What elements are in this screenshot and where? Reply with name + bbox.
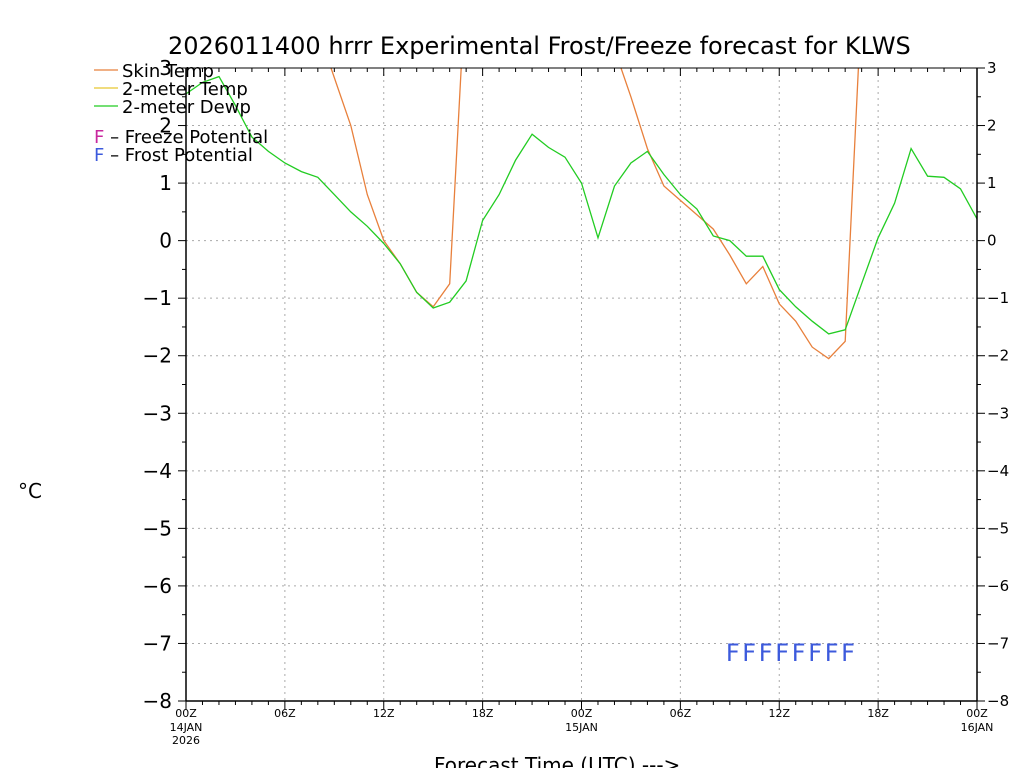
- grid: [186, 68, 977, 701]
- x-tick-label: 00Z: [571, 707, 593, 720]
- potential-marker: F: [94, 145, 104, 166]
- frost-potential-mark: F: [775, 639, 789, 667]
- y-tick-label-left: −3: [143, 401, 172, 425]
- x-tick-label: 00Z: [175, 707, 197, 720]
- axes: −8 −8 −7 −7 −6 −6 −5 −5 −4 −4 −3 −3 −2 −2 −1 −1 0 0 1 1 2 2 3 3…: [143, 56, 1010, 747]
- series-layer: [186, 68, 977, 360]
- y-tick-label-left: −2: [143, 344, 172, 368]
- x-tick-label: 12Z: [768, 707, 790, 720]
- y-tick-label-left: 1: [159, 171, 172, 195]
- frost-potential-mark: F: [808, 639, 822, 667]
- y-tick-label-left: −8: [143, 689, 172, 713]
- y-tick-label-right: −8: [987, 692, 1009, 710]
- frost-potential-mark: F: [726, 639, 740, 667]
- frost-potential-mark: F: [841, 639, 855, 667]
- y-tick-label-right: −6: [987, 577, 1009, 595]
- x-tick-sublabel: 16JAN: [961, 721, 994, 734]
- x-tick-sublabel: 14JAN: [170, 721, 203, 734]
- y-tick-label-right: 0: [987, 232, 997, 250]
- y-tick-label-left: −1: [143, 286, 172, 310]
- y-tick-label-right: −5: [987, 519, 1009, 537]
- skin-temp-line: [620, 68, 860, 360]
- legend-label: 2-meter Temp: [122, 79, 248, 100]
- x-tick-label: 06Z: [274, 707, 296, 720]
- y-tick-label-left: −7: [143, 631, 172, 655]
- y-tick-label-right: 2: [987, 117, 997, 135]
- y-tick-label-left: −4: [143, 459, 172, 483]
- frost-potential-mark: F: [759, 639, 773, 667]
- x-tick-label: 18Z: [472, 707, 494, 720]
- y-tick-label-left: −5: [143, 516, 172, 540]
- y-tick-label-left: 3: [159, 56, 172, 80]
- legend-label: 2-meter Dewp: [122, 97, 251, 118]
- potential-legend-entry: F – Freeze Potential: [94, 127, 268, 148]
- legend-label: Skin Temp: [122, 61, 214, 82]
- x-tick-label: 12Z: [373, 707, 395, 720]
- x-tick-sublabel: 2026: [172, 734, 200, 747]
- x-axis-label: Forecast Time (UTC) --->: [434, 753, 680, 768]
- y-tick-label-right: −2: [987, 347, 1009, 365]
- potential-label: – Freeze Potential: [104, 127, 268, 148]
- chart-title: 2026011400 hrrr Experimental Frost/Freez…: [168, 32, 911, 60]
- x-tick-label: 06Z: [670, 707, 692, 720]
- y-tick-label-right: 3: [987, 59, 997, 77]
- y-tick-label-right: −7: [987, 634, 1009, 652]
- y-tick-label-right: 1: [987, 174, 997, 192]
- frost-potential-mark: F: [825, 639, 839, 667]
- x-tick-label: 18Z: [867, 707, 889, 720]
- potential-legend-entry: F – Frost Potential: [94, 145, 253, 166]
- y-tick-label-left: 2: [159, 114, 172, 138]
- y-axis-label: °C: [18, 479, 42, 503]
- x-tick-label: 00Z: [966, 707, 988, 720]
- y-tick-label-right: −1: [987, 289, 1009, 307]
- y-tick-label-right: −3: [987, 404, 1009, 422]
- frost-potential-mark: F: [792, 639, 806, 667]
- y-tick-label-right: −4: [987, 462, 1009, 480]
- y-tick-label-left: 0: [159, 229, 172, 253]
- skin-temp-line: [330, 68, 462, 308]
- frost-potential-mark: F: [742, 639, 756, 667]
- x-tick-sublabel: 15JAN: [565, 721, 598, 734]
- y-tick-label-left: −6: [143, 574, 172, 598]
- potential-marker: F: [94, 127, 104, 148]
- 2-meter-dewp-line: [186, 75, 977, 335]
- potential-label: – Frost Potential: [104, 145, 253, 166]
